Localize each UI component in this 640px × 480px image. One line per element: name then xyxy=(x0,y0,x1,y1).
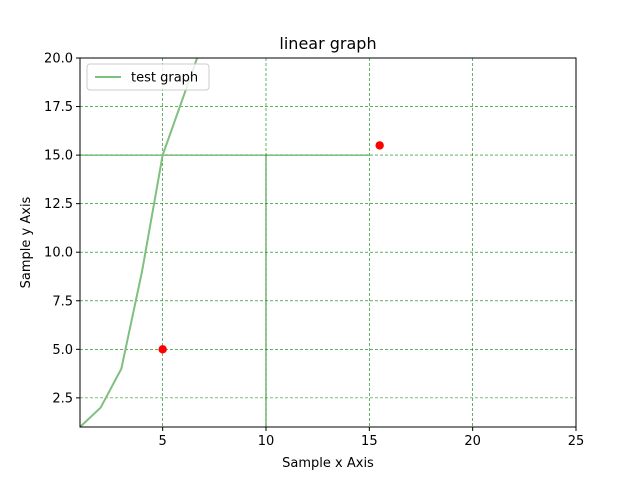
y-axis-title: Sample y Axis xyxy=(19,196,34,288)
x-tick-label: 25 xyxy=(568,434,585,449)
legend-label: test graph xyxy=(131,71,198,86)
chart-title: linear graph xyxy=(279,34,376,53)
x-axis-title: Sample x Axis xyxy=(282,456,374,471)
reference-lines xyxy=(80,154,370,427)
y-tick-label: 17.5 xyxy=(44,100,73,115)
legend-box xyxy=(86,63,210,91)
series-line xyxy=(80,58,199,427)
x-tick-label: 10 xyxy=(258,434,275,449)
y-tick-label: 20.0 xyxy=(44,52,73,67)
y-tick-label: 15.0 xyxy=(44,149,73,164)
y-tick-label: 12.5 xyxy=(44,197,73,212)
scatter-point xyxy=(158,345,167,354)
y-tick-label: 5.0 xyxy=(52,343,73,358)
x-tick-label: 15 xyxy=(361,434,378,449)
plot-frame xyxy=(79,57,577,428)
y-axis-ticks: 2.5 5.0 7.5 10.0 12.5 15.0 17.5 20.0 xyxy=(44,52,80,406)
y-tick-label: 10.0 xyxy=(44,246,73,261)
x-tick-label: 20 xyxy=(464,434,481,449)
y-tick-label: 7.5 xyxy=(52,294,73,309)
scatter-point xyxy=(375,141,384,150)
x-tick-label: 5 xyxy=(159,434,167,449)
y-tick-label: 2.5 xyxy=(52,391,73,406)
legend: test graph xyxy=(86,63,210,91)
x-axis-ticks: 5 10 15 20 25 xyxy=(159,427,585,449)
series-layer xyxy=(80,58,384,427)
